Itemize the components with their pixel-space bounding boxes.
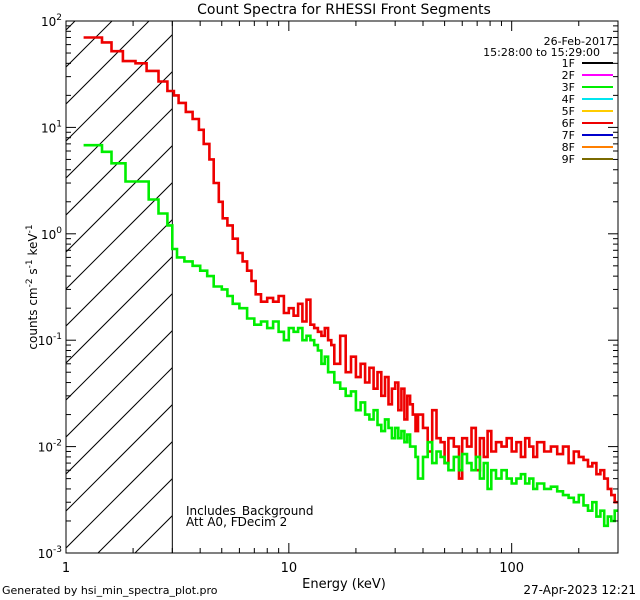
footer-timestamp: 27-Apr-2023 12:21 <box>523 583 636 597</box>
y-axis-title-mid2: keV <box>26 233 40 260</box>
legend-label-3F: 3F <box>562 81 575 94</box>
generated-by-label: Generated by hsi_min_spectra_plot.pro <box>2 584 218 597</box>
attenuator-note: Att A0, FDecim 2 <box>186 515 287 529</box>
y-axis-title: counts cm-2 s-1 keV-1 <box>25 224 40 349</box>
legend-label-5F: 5F <box>562 105 575 118</box>
hatch-line <box>209 0 640 553</box>
x-tick-label: 1 <box>62 561 70 576</box>
series-group <box>83 21 618 553</box>
x-tick-label: 10 <box>281 561 298 576</box>
y-axis-title-sup2: -1 <box>25 259 35 268</box>
y-tick-label: 101 <box>41 119 62 135</box>
legend-label-1F: 1F <box>562 57 575 70</box>
legend-label-7F: 7F <box>562 129 575 142</box>
legend-label-8F: 8F <box>562 141 575 154</box>
x-axis-title: Energy (keV) <box>302 577 386 592</box>
y-tick-label: 100 <box>41 226 62 242</box>
y-tick-labels: 10-3 10-2 10-1 100 101 102 <box>38 13 63 561</box>
hatch-line <box>66 33 173 142</box>
y-tick-label: 10-2 <box>38 439 62 455</box>
y-axis-title-base: counts cm <box>26 287 40 349</box>
hatch-line <box>66 329 173 438</box>
chart-title: Count Spectra for RHESSI Front Segments <box>197 2 491 18</box>
hatch-line <box>66 440 173 549</box>
time-range-label: 15:28:00 to 15:29:00 <box>483 46 600 59</box>
plot-frame <box>65 20 619 554</box>
hatch-line <box>66 255 173 364</box>
hatch-line <box>66 218 173 327</box>
hatch-line <box>66 181 173 290</box>
hatch-line <box>66 144 173 253</box>
hatch-line <box>66 403 173 512</box>
hatch-line <box>66 21 150 105</box>
hatch-line <box>66 366 173 475</box>
y-axis-title-sup3: -1 <box>25 224 35 233</box>
axis-ticks <box>66 20 618 554</box>
series-3F-line <box>83 143 618 528</box>
legend-label-2F: 2F <box>562 69 575 82</box>
y-axis-title-mid1: s <box>26 268 40 278</box>
background-note: Includes_Background <box>186 504 314 518</box>
series-6F-line <box>83 36 618 504</box>
svg-text:counts cm-2 s-1 keV-1: counts cm-2 s-1 keV-1 <box>25 224 40 349</box>
y-tick-label: 10-3 <box>38 545 62 561</box>
x-tick-label: 100 <box>499 561 524 576</box>
y-axis-title-sup1: -2 <box>25 278 35 287</box>
hatch-line <box>97 477 173 553</box>
legend-label-4F: 4F <box>562 93 575 106</box>
legend-label-9F: 9F <box>562 153 575 166</box>
y-tick-label: 10-1 <box>38 332 62 348</box>
x-tick-labels: 1 10 100 <box>62 561 524 576</box>
background-hatch-region <box>66 0 640 553</box>
hatch-line <box>66 70 173 179</box>
y-tick-label: 102 <box>41 13 62 29</box>
legend-label-6F: 6F <box>562 117 575 130</box>
date-label: 26-Feb-2017 <box>544 35 613 48</box>
